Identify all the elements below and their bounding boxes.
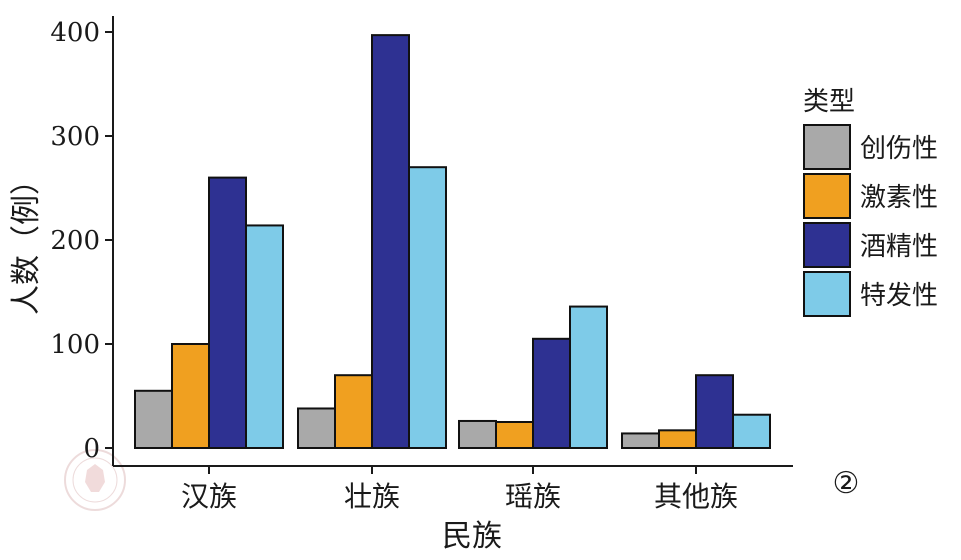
y-tick-label: 0 [83, 434, 100, 464]
bar [569, 305, 608, 449]
bar [334, 374, 373, 450]
y-ticks: 0 100 200 300 400 [50, 18, 113, 464]
x-tick-label: 其他族 [654, 480, 738, 513]
bar [732, 413, 771, 449]
bar [371, 34, 410, 450]
legend-label: 酒精性 [860, 232, 938, 262]
legend-swatch [803, 222, 851, 268]
x-axis-title: 民族 [442, 519, 502, 554]
bar [658, 429, 697, 450]
bar [621, 432, 660, 450]
bar [532, 337, 571, 449]
bar [171, 343, 210, 449]
x-tick-label: 汉族 [181, 480, 237, 513]
panel-marker: ② [833, 466, 860, 501]
y-tick-label: 100 [50, 330, 100, 360]
bar [695, 374, 734, 450]
bar [297, 407, 336, 450]
legend-swatch [803, 271, 851, 317]
bar [495, 421, 534, 449]
bar [458, 419, 497, 449]
bars [134, 34, 771, 450]
legend-label: 创伤性 [860, 134, 938, 164]
medical-society-logo-icon [64, 449, 126, 511]
y-tick-label: 400 [50, 18, 100, 48]
legend-swatch [803, 173, 851, 219]
y-tick-label: 300 [50, 122, 100, 152]
y-axis-title: 人数（例） [9, 165, 44, 315]
legend-title: 类型 [803, 87, 855, 117]
legend-label: 激素性 [860, 183, 938, 213]
bar [245, 224, 284, 449]
x-ticks: 汉族 壮族 瑶族 其他族 [181, 466, 738, 513]
bar [134, 389, 173, 449]
x-tick-label: 瑶族 [505, 480, 561, 513]
legend-swatch [803, 124, 851, 170]
x-tick-label: 壮族 [344, 480, 400, 513]
bar [408, 166, 447, 449]
bar [208, 176, 247, 449]
legend-label: 特发性 [860, 281, 938, 311]
y-tick-label: 200 [50, 226, 100, 256]
